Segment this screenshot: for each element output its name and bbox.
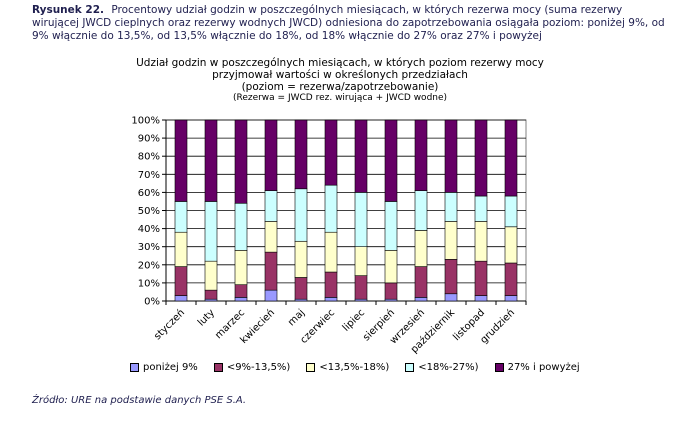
bar-segment-marzec-4 (234, 202, 248, 251)
bar-segment-wrzesień-4 (414, 190, 428, 231)
bar-segment-marzec-2 (234, 284, 248, 298)
bar-segment-wrzesień-3 (414, 230, 428, 267)
bar-segment-kwiecień-5 (264, 119, 278, 191)
bar-segment-lipiec-5 (354, 119, 368, 193)
bar-segment-lipiec-2 (354, 275, 368, 300)
y-tick-label: 30% (138, 242, 160, 253)
figure-caption-lead: Rysunek 22. (32, 4, 105, 16)
legend-item-1: poniżej 9% (130, 362, 198, 373)
bar-segment-czerwiec-2 (324, 271, 338, 298)
y-tick-label: 70% (138, 170, 160, 181)
bar-segment-sierpień-4 (384, 201, 398, 251)
bar-segment-grudzień-3 (504, 226, 518, 264)
bar-segment-grudzień-4 (504, 195, 518, 228)
source-note: Źródło: URE na podstawie danych PSE S.A. (32, 395, 247, 406)
bar-segment-sierpień-5 (384, 119, 398, 202)
legend-label: <18%-27%) (418, 362, 479, 373)
chart-title: Udział godzin w poszczególnych miesiącac… (100, 57, 580, 104)
bar-segment-kwiecień-1 (264, 289, 278, 302)
bar-segment-czerwiec-3 (324, 231, 338, 273)
bar-segment-lipiec-4 (354, 192, 368, 247)
legend-item-4: <18%-27%) (405, 362, 479, 373)
x-tick-label-lipiec: lipiec (341, 307, 367, 333)
legend-swatch (405, 363, 415, 372)
y-tick-label: 60% (138, 188, 160, 199)
bar-segment-styczeń-4 (174, 201, 188, 233)
legend-swatch (213, 363, 223, 372)
bar-segment-kwiecień-2 (264, 251, 278, 291)
bar-segment-maj-4 (294, 188, 308, 242)
bar-segment-maj-5 (294, 119, 308, 190)
bar-segment-październik-4 (444, 192, 458, 222)
bar-segment-listopad-2 (474, 260, 488, 296)
bar-segment-listopad-4 (474, 195, 488, 222)
y-tick-label: 20% (138, 260, 160, 271)
bar-segment-styczeń-5 (174, 119, 188, 202)
y-tick-label: 90% (138, 134, 160, 145)
y-tick-label: 0% (144, 297, 160, 308)
bar-segment-styczeń-2 (174, 266, 188, 296)
chart-title-line-4: (Rezerwa = JWCD rez. wirująca + JWCD wod… (232, 93, 448, 103)
bar-segment-październik-2 (444, 259, 458, 295)
y-tick-label: 40% (138, 224, 160, 235)
bar-segment-listopad-5 (474, 119, 488, 197)
legend-label: <9%-13,5%) (226, 362, 291, 373)
x-tick-label-maj: maj (286, 307, 307, 328)
bar-segment-czerwiec-4 (324, 184, 338, 233)
y-tick-label: 50% (138, 206, 160, 217)
legend-item-2: <9%-13,5%) (213, 362, 291, 373)
bar-segment-luty-3 (204, 260, 218, 291)
bar-segment-listopad-1 (474, 295, 488, 302)
bar-segment-marzec-5 (234, 119, 248, 204)
bar-segment-luty-2 (204, 289, 218, 300)
bar-segment-styczeń-1 (174, 295, 188, 302)
chart-title-line-2: przyjmował wartości w określonych przedz… (212, 69, 468, 81)
bar-segment-grudzień-5 (504, 119, 518, 197)
legend-item-5: 27% i powyżej (494, 362, 580, 373)
bar-segment-kwiecień-3 (264, 221, 278, 253)
legend-swatch (306, 363, 316, 372)
legend-swatch (130, 363, 139, 372)
legend-label: poniżej 9% (143, 362, 198, 373)
bar-segment-marzec-3 (234, 250, 248, 286)
bar-segment-czerwiec-1 (324, 297, 338, 302)
bar-segment-listopad-3 (474, 221, 488, 262)
bar-segment-październik-1 (444, 293, 458, 302)
bar-segment-grudzień-2 (504, 262, 518, 296)
bar-segment-luty-5 (204, 119, 218, 202)
bar-segment-sierpień-2 (384, 282, 398, 300)
bar-segment-wrzesień-1 (414, 297, 428, 302)
chart-title-line-1: Udział godzin w poszczególnych miesiącac… (136, 57, 544, 69)
legend-item-3: <13,5%-18%) (306, 362, 389, 373)
bar-segment-wrzesień-2 (414, 266, 428, 298)
chart-legend: poniżej 9% <9%-13,5%) <13,5%-18%) <18%-27%)… (130, 362, 590, 373)
figure-caption-text: Procentowy udział godzin w poszczególnyc… (32, 4, 665, 42)
bar-segment-styczeń-3 (174, 231, 188, 267)
bar-segment-lipiec-3 (354, 246, 368, 276)
bar-segment-czerwiec-5 (324, 119, 338, 186)
chart-title-line-3: (poziom = rezerwa/zapotrzebowanie) (241, 81, 439, 93)
y-tick-label: 100% (131, 116, 160, 127)
bar-segment-marzec-1 (234, 297, 248, 302)
legend-swatch (494, 363, 504, 372)
legend-label: <13,5%-18%) (319, 362, 390, 373)
bar-segment-październik-5 (444, 119, 458, 193)
bar-segment-grudzień-1 (504, 295, 518, 302)
y-tick-label: 80% (138, 152, 160, 163)
bar-segment-kwiecień-4 (264, 190, 278, 222)
figure-caption: Rysunek 22. Procentowy udział godzin w p… (32, 4, 672, 43)
x-tick-label-luty: luty (196, 307, 217, 328)
x-tick-label-styczeń: styczeń (152, 307, 188, 343)
bar-segment-październik-3 (444, 221, 458, 260)
bar-segment-luty-4 (204, 201, 218, 262)
bar-segment-maj-3 (294, 240, 308, 278)
legend-label: 27% i powyżej (507, 362, 580, 373)
bar-segment-sierpień-3 (384, 250, 398, 284)
bar-segment-maj-2 (294, 277, 308, 300)
y-tick-label: 10% (138, 278, 160, 289)
bar-segment-wrzesień-5 (414, 119, 428, 191)
